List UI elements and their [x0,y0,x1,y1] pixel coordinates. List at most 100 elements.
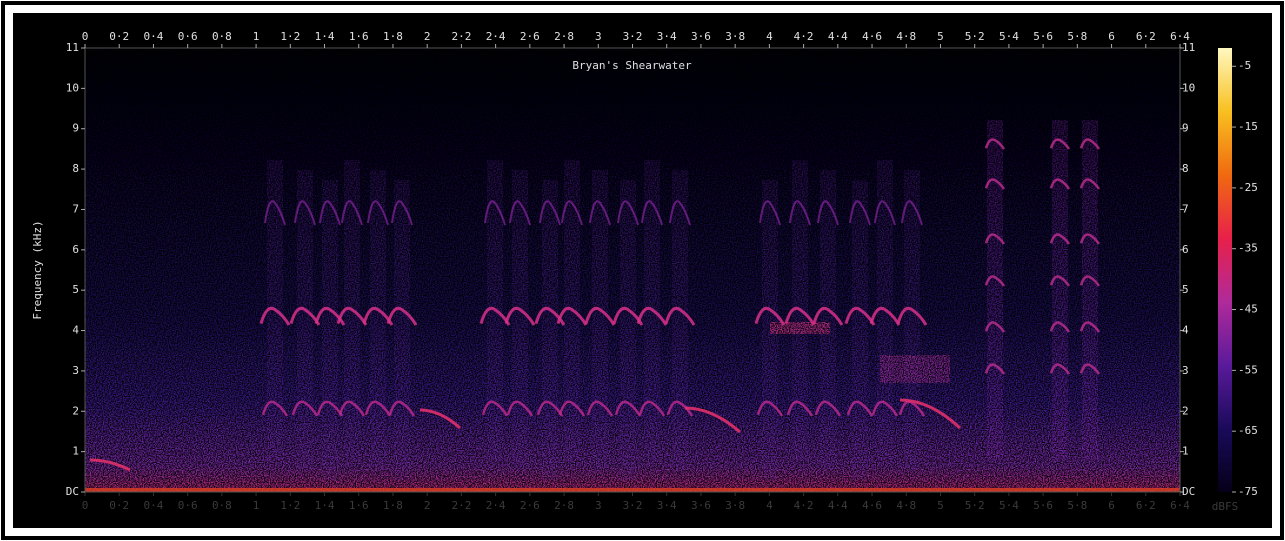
x-tick-label-bottom: 5·6 [1033,499,1053,512]
x-tick-label: 5·6 [1033,30,1053,43]
y-tick-label-right: 5 [1182,283,1189,296]
x-tick-label: 3·8 [725,30,745,43]
x-tick-label-bottom: 1·2 [280,499,300,512]
x-tick-label-bottom: 3·6 [691,499,711,512]
x-tick-label: 3·6 [691,30,711,43]
chart: Bryan's Shearwater Frequency (kHz) dBFS … [0,0,1285,541]
x-tick-label-bottom: 2·2 [451,499,471,512]
call-band [987,120,1003,460]
x-tick-label: 3 [595,30,602,43]
x-tick-label: 4 [766,30,773,43]
x-tick-label-bottom: 2·8 [554,499,574,512]
x-tick-label-bottom: 3·2 [623,499,643,512]
x-tick-label-bottom: 3·4 [657,499,677,512]
x-tick-label-bottom: 5·2 [965,499,985,512]
call-band [1082,120,1098,460]
call-trace [770,322,830,334]
x-tick-label: 5·2 [965,30,985,43]
x-tick-label-bottom: 2·4 [486,499,506,512]
x-tick-label: 2 [424,30,431,43]
colorbar-tick-label: -65 [1238,424,1258,437]
x-tick-label-bottom: 5 [937,499,944,512]
y-tick-label: 8 [72,162,79,175]
spectrogram [85,48,1180,492]
x-tick-label-bottom: 6·4 [1170,499,1190,512]
x-tick-label-bottom: 6·2 [1136,499,1156,512]
colorbar-label: dBFS [1212,500,1239,513]
colorbar-tick-label: -55 [1238,363,1258,376]
x-tick-label-bottom: 4·4 [828,499,848,512]
call-band [1052,120,1068,460]
x-tick-label-bottom: 4·8 [896,499,916,512]
call-band [852,180,868,480]
x-tick-label-bottom: 3·8 [725,499,745,512]
colorbar-tick-label: -25 [1238,181,1258,194]
y-tick-label-right: 2 [1182,404,1189,417]
y-tick-label-right: 8 [1182,162,1189,175]
x-tick-label-bottom: 1·4 [315,499,335,512]
x-tick-label-bottom: 1·6 [349,499,369,512]
x-tick-label-bottom: 4·2 [794,499,814,512]
x-tick-label: 6 [1108,30,1115,43]
y-axis-label: Frequency (kHz) [31,220,44,319]
x-tick-label: 2·8 [554,30,574,43]
x-tick-label: 2·4 [486,30,506,43]
chart-title: Bryan's Shearwater [572,59,692,72]
page: Bryan's Shearwater Frequency (kHz) dBFS … [0,0,1285,541]
x-tick-label-bottom: 0 [82,499,89,512]
y-tick-label-right: 9 [1182,122,1189,135]
x-tick-label-bottom: 0·2 [109,499,129,512]
y-tick-label-right: 1 [1182,445,1189,458]
x-tick-label-bottom: 4·6 [862,499,882,512]
colorbar [1218,48,1232,492]
x-tick-label: 2·2 [451,30,471,43]
y-tick-label: 2 [72,404,79,417]
y-tick-label: 5 [72,283,79,296]
x-tick-label-bottom: 6 [1108,499,1115,512]
x-tick-label: 4·4 [828,30,848,43]
x-tick-label-bottom: 0·6 [178,499,198,512]
x-tick-label-bottom: 0·8 [212,499,232,512]
x-tick-label: 2·6 [520,30,540,43]
x-tick-label: 5·4 [999,30,1019,43]
call-band [542,180,558,480]
call-trace [880,355,950,383]
y-tick-label: 11 [66,41,79,54]
y-tick-label-right: 10 [1182,81,1195,94]
x-tick-label: 3·4 [657,30,677,43]
y-tick-label: 9 [72,122,79,135]
y-tick-label-right: DC [1182,485,1195,498]
y-tick-label-right: 3 [1182,364,1189,377]
colorbar-tick-label: -5 [1238,59,1251,72]
x-tick-label-bottom: 0·4 [144,499,164,512]
x-tick-label-bottom: 5·8 [1067,499,1087,512]
y-tick-label: 6 [72,243,79,256]
y-tick-label-right: 7 [1182,202,1189,215]
y-tick-label-right: 11 [1182,41,1195,54]
colorbar-tick-label: -35 [1238,242,1258,255]
x-tick-label-bottom: 1·8 [383,499,403,512]
x-tick-label: 1·8 [383,30,403,43]
x-tick-label: 1 [253,30,260,43]
y-tick-label: 4 [72,324,79,337]
x-tick-label: 0·6 [178,30,198,43]
y-tick-label-right: 4 [1182,324,1189,337]
y-tick-label: DC [66,485,79,498]
x-tick-label: 4·6 [862,30,882,43]
x-tick-label: 5 [937,30,944,43]
colorbar-tick-label: -45 [1238,303,1258,316]
x-tick-label-bottom: 5·4 [999,499,1019,512]
x-tick-label: 6·2 [1136,30,1156,43]
colorbar-tick-label: -75 [1238,485,1258,498]
y-tick-label-right: 6 [1182,243,1189,256]
x-tick-label-bottom: 2·6 [520,499,540,512]
dc-line [85,488,1180,492]
call-band [620,180,636,480]
x-tick-label: 1·4 [315,30,335,43]
x-tick-label: 4·8 [896,30,916,43]
call-band [322,180,338,480]
x-tick-label-bottom: 3 [595,499,602,512]
x-tick-label: 1·6 [349,30,369,43]
y-tick-label: 1 [72,445,79,458]
x-tick-label: 0·4 [144,30,164,43]
